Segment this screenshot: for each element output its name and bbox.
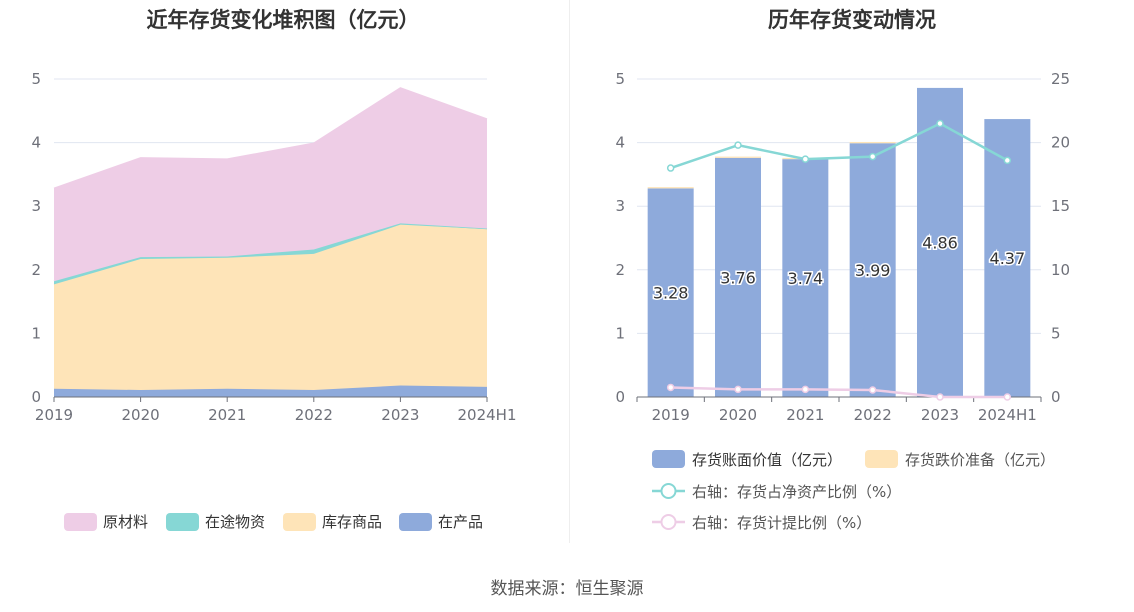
- right-y2-tick-label: 0: [1051, 388, 1061, 406]
- left-y-tick-label: 2: [31, 261, 41, 279]
- data-source-note: 数据来源：恒生聚源: [490, 579, 644, 599]
- legend-swatch-book-value: [652, 450, 685, 468]
- area-edge-原材料: [53, 87, 488, 190]
- bar-value-label: 3.99: [855, 261, 891, 280]
- bar-value-label: 3.76: [720, 268, 756, 287]
- right-chart-title: 历年存货变动情况: [768, 8, 936, 32]
- legend-label-impairment: 存货跌价准备（亿元）: [905, 451, 1055, 469]
- line-point-0: [1003, 156, 1012, 165]
- right-y2-tick-label: 5: [1051, 324, 1061, 342]
- legend-label-book-value: 存货账面价值（亿元）: [692, 451, 842, 469]
- legend-label-line-1: 右轴：存货计提比例（%）: [692, 514, 871, 532]
- line-point-0: [666, 164, 675, 172]
- area-在产品: [54, 385, 487, 397]
- bar-value-label: 3.28: [653, 284, 689, 303]
- left-x-tick-label: 2023: [381, 406, 419, 424]
- line-point-1: [666, 383, 675, 392]
- left-y-tick-label: 0: [31, 388, 41, 406]
- panel-divider: [569, 0, 570, 543]
- legend-swatch-在途物资: [166, 513, 199, 531]
- legend-label-在途物资: 在途物资: [205, 513, 265, 531]
- legend-label-原材料: 原材料: [103, 513, 148, 531]
- bar-book-value: [782, 159, 829, 397]
- right-y-tick-label: 1: [615, 324, 625, 342]
- left-x-tick-label: 2024H1: [458, 406, 517, 424]
- left-x-tick-label: 2019: [35, 406, 73, 424]
- bar-impairment: [647, 187, 694, 189]
- line-point-0: [936, 119, 944, 128]
- legend-label-在产品: 在产品: [438, 513, 483, 531]
- left-y-tick-label: 5: [31, 70, 41, 88]
- bar-value-label: 3.74: [788, 269, 824, 288]
- bar-book-value: [647, 188, 694, 397]
- right-y-tick-label: 4: [615, 134, 625, 152]
- right-y-tick-label: 5: [615, 70, 625, 88]
- legend-label-line-0: 右轴：存货占净资产比例（%）: [692, 483, 901, 501]
- right-x-tick-label: 2022: [854, 406, 892, 424]
- area-库存商品: [54, 224, 487, 391]
- left-chart-title: 近年存货变化堆积图（亿元）: [146, 8, 420, 32]
- left-x-tick-label: 2020: [122, 406, 160, 424]
- line-point-0: [868, 152, 877, 161]
- left-y-tick-label: 1: [31, 324, 41, 342]
- bar-book-value: [715, 157, 761, 397]
- left-y-tick-label: 3: [31, 197, 41, 215]
- bar-book-value: [984, 119, 1031, 398]
- right-y2-tick-label: 15: [1051, 197, 1070, 215]
- legend-swatch-库存商品: [283, 513, 316, 531]
- bar-book-value: [849, 143, 896, 397]
- line-point-1: [936, 393, 944, 401]
- bar-book-value: [917, 87, 963, 398]
- right-y2-tick-label: 25: [1051, 70, 1070, 88]
- right-y-tick-label: 2: [615, 261, 625, 279]
- bar-value-label: 4.86: [922, 233, 958, 252]
- legend-marker-1: [660, 514, 677, 530]
- bar-impairment: [849, 141, 896, 144]
- legend-swatch-原材料: [64, 513, 97, 531]
- line-point-0: [734, 141, 742, 149]
- line-point-1: [734, 385, 742, 394]
- left-x-tick-label: 2022: [295, 406, 333, 424]
- right-y-tick-label: 0: [615, 388, 625, 406]
- right-x-tick-label: 2020: [719, 406, 757, 424]
- line-series-1: [670, 386, 1008, 399]
- legend-label-库存商品: 库存商品: [322, 513, 382, 531]
- left-x-tick-label: 2021: [208, 406, 246, 424]
- right-x-tick-label: 2023: [921, 406, 959, 424]
- area-edge-在途物资: [53, 222, 488, 282]
- left-y-tick-label: 4: [31, 134, 41, 152]
- bar-value-label: 4.37: [990, 249, 1026, 268]
- right-y-tick-label: 3: [615, 197, 625, 215]
- area-原材料: [54, 87, 487, 282]
- line-point-0: [801, 155, 810, 163]
- line-point-1: [1003, 393, 1012, 401]
- legend-swatch-impairment: [865, 450, 898, 468]
- legend-swatch-在产品: [399, 513, 432, 531]
- legend-marker-0: [660, 483, 677, 499]
- right-x-tick-label: 2024H1: [978, 406, 1037, 424]
- line-point-1: [868, 386, 877, 394]
- right-x-tick-label: 2019: [652, 406, 690, 424]
- right-y2-tick-label: 10: [1051, 261, 1070, 279]
- area-在途物资: [54, 223, 487, 285]
- bar-impairment: [715, 156, 761, 158]
- line-point-1: [801, 385, 810, 394]
- right-y2-tick-label: 20: [1051, 134, 1070, 152]
- right-x-tick-label: 2021: [786, 406, 824, 424]
- line-series-0: [670, 122, 1008, 170]
